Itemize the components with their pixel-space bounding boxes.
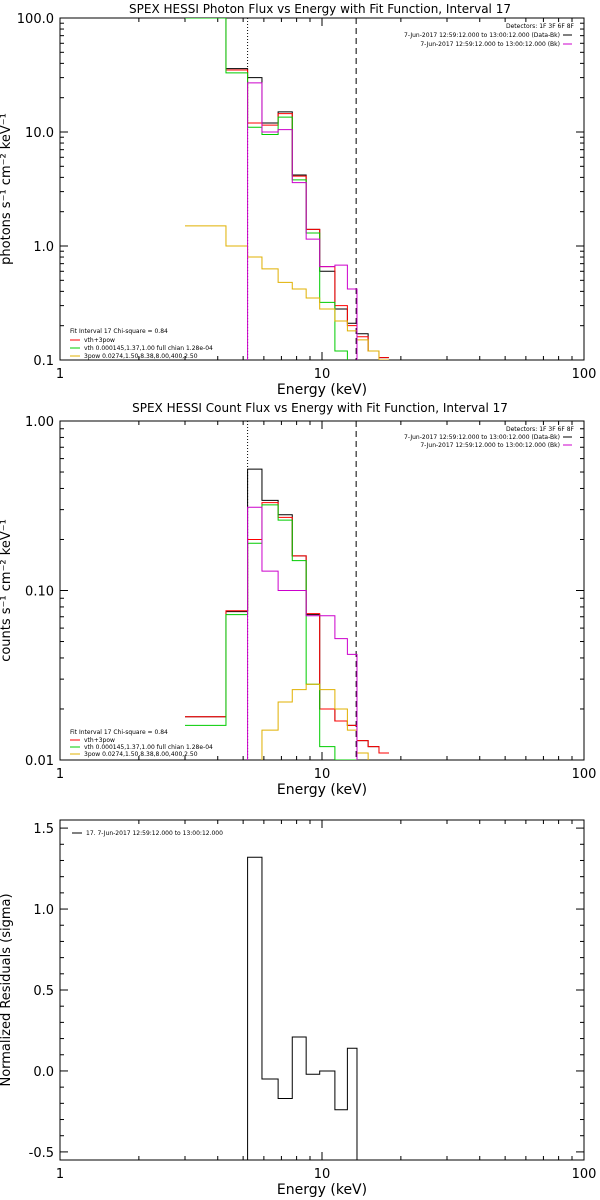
photon-flux-fit-green-label: vth 0.000145,1.37,1.00 full chian 1.28e-… (84, 345, 213, 352)
count-flux-plot: 1 10 100 Energy (keV) 0.01 0.10 1.00 counts s⁻¹… (0, 415, 596, 798)
count-flux-x-tick-label: 1 (56, 767, 64, 782)
residuals-x-axis-label: Energy (keV) (277, 1182, 367, 1198)
photon-flux-series-4 (247, 82, 358, 360)
photon-flux-x-tick-label: 1 (56, 367, 64, 382)
count-flux-detectors: Detectors: 1F 3F 6F 8F (506, 426, 575, 433)
photon-flux-y-tick-label: 10.0 (25, 126, 54, 141)
photon-flux-detectors: Detectors: 1F 3F 6F 8F (506, 23, 575, 30)
photon-flux-fit-yellow-label: 3pow 0.0274,1.50,8.38,8.00,400,2.50 (84, 353, 198, 360)
residuals-panel: 17. 7-Jun-2017 12:59:12.000 to 13:00:12.… (72, 830, 223, 837)
count-flux-x-tick-label: 100 (572, 767, 597, 782)
count-flux-y-tick-label: 0.01 (25, 754, 54, 769)
photon-flux-y-tick-label: 1.0 (33, 240, 54, 255)
photon-flux-x-tick-label: 10 (314, 367, 331, 382)
count-flux-series-4 (247, 506, 358, 760)
residuals-x-tick-label: 1 (56, 1167, 64, 1182)
photon-flux-y-tick-label: 100.0 (17, 12, 54, 27)
photon-flux-y-tick-label: 0.1 (33, 354, 54, 369)
residuals-series-0 (247, 856, 358, 1160)
photon-flux-panel: SPEX HESSI Photon Flux vs Energy with Fi… (70, 2, 575, 360)
count-flux-header-line2: 7-Jun-2017 12:59:12.000 to 13:00:12.000 … (420, 442, 560, 449)
residuals-plot: 1 10 100 Energy (keV) -0.5 0.0 0.5 1.0 1.5 Normal… (0, 819, 597, 1198)
count-flux-x-tick-label: 10 (314, 767, 331, 782)
count-flux-fit-header: Fit Interval 17 Chi-square = 0.84 (70, 729, 168, 736)
photon-flux-title: SPEX HESSI Photon Flux vs Energy with Fi… (129, 2, 511, 16)
residuals-y-tick-label: 0.0 (33, 1065, 54, 1080)
photon-flux-header-line2: 7-Jun-2017 12:59:12.000 to 13:00:12.000 … (420, 41, 560, 48)
residuals-y-tick-label: -0.5 (29, 1146, 54, 1161)
photon-flux-plot: 1 10 100 Energy (keV) 0.1 1.0 10.0 100.0 photons… (0, 12, 597, 398)
residuals-y-axis-label: Normalized Residuals (sigma) (0, 893, 14, 1086)
count-flux-fit-green-label: vth 0.000145,1.37,1.00 full chian 1.28e-… (84, 744, 213, 751)
residuals-y-tick-label: 1.0 (33, 903, 54, 918)
photon-flux-fit-header: Fit Interval 17 Chi-square = 0.84 (70, 328, 168, 335)
count-flux-series-3 (261, 683, 369, 760)
count-flux-x-axis-label: Energy (keV) (277, 782, 367, 798)
photon-flux-x-tick-label: 100 (572, 367, 597, 382)
photon-flux-series-group (185, 18, 389, 360)
count-flux-header-line1: 7-Jun-2017 12:59:12.000 to 13:00:12.000 … (404, 434, 560, 441)
photon-flux-y-axis-label: photons s⁻¹ cm⁻² keV⁻¹ (0, 113, 14, 265)
count-flux-fit-yellow-label: 3pow 0.0274,1.50,8.38,8.00,400,2.50 (84, 751, 198, 758)
count-flux-series-1 (185, 502, 389, 754)
residuals-legend-label: 17. 7-Jun-2017 12:59:12.000 to 13:00:12.… (86, 830, 223, 837)
count-flux-series-group (185, 468, 389, 760)
residuals-y-tick-label: 0.5 (33, 984, 54, 999)
count-flux-panel: SPEX HESSI Count Flux vs Energy with Fit… (70, 401, 575, 758)
count-flux-y-tick-label: 1.00 (25, 415, 54, 430)
count-flux-fit-red-label: vth+3pow (84, 737, 115, 744)
photon-flux-header-line1: 7-Jun-2017 12:59:12.000 to 13:00:12.000 … (404, 32, 560, 39)
photon-flux-x-axis-label: Energy (keV) (277, 382, 367, 398)
residuals-x-tick-label: 100 (572, 1167, 597, 1182)
count-flux-y-tick-label: 0.10 (25, 585, 54, 600)
count-flux-title: SPEX HESSI Count Flux vs Energy with Fit… (132, 401, 508, 415)
count-flux-y-axis-label: counts s⁻¹ cm⁻² keV⁻¹ (0, 519, 14, 662)
residuals-x-tick-label: 10 (314, 1167, 331, 1182)
photon-flux-fit-red-label: vth+3pow (84, 337, 115, 344)
residuals-series-group (247, 856, 358, 1160)
residuals-y-tick-label: 1.5 (33, 822, 54, 837)
